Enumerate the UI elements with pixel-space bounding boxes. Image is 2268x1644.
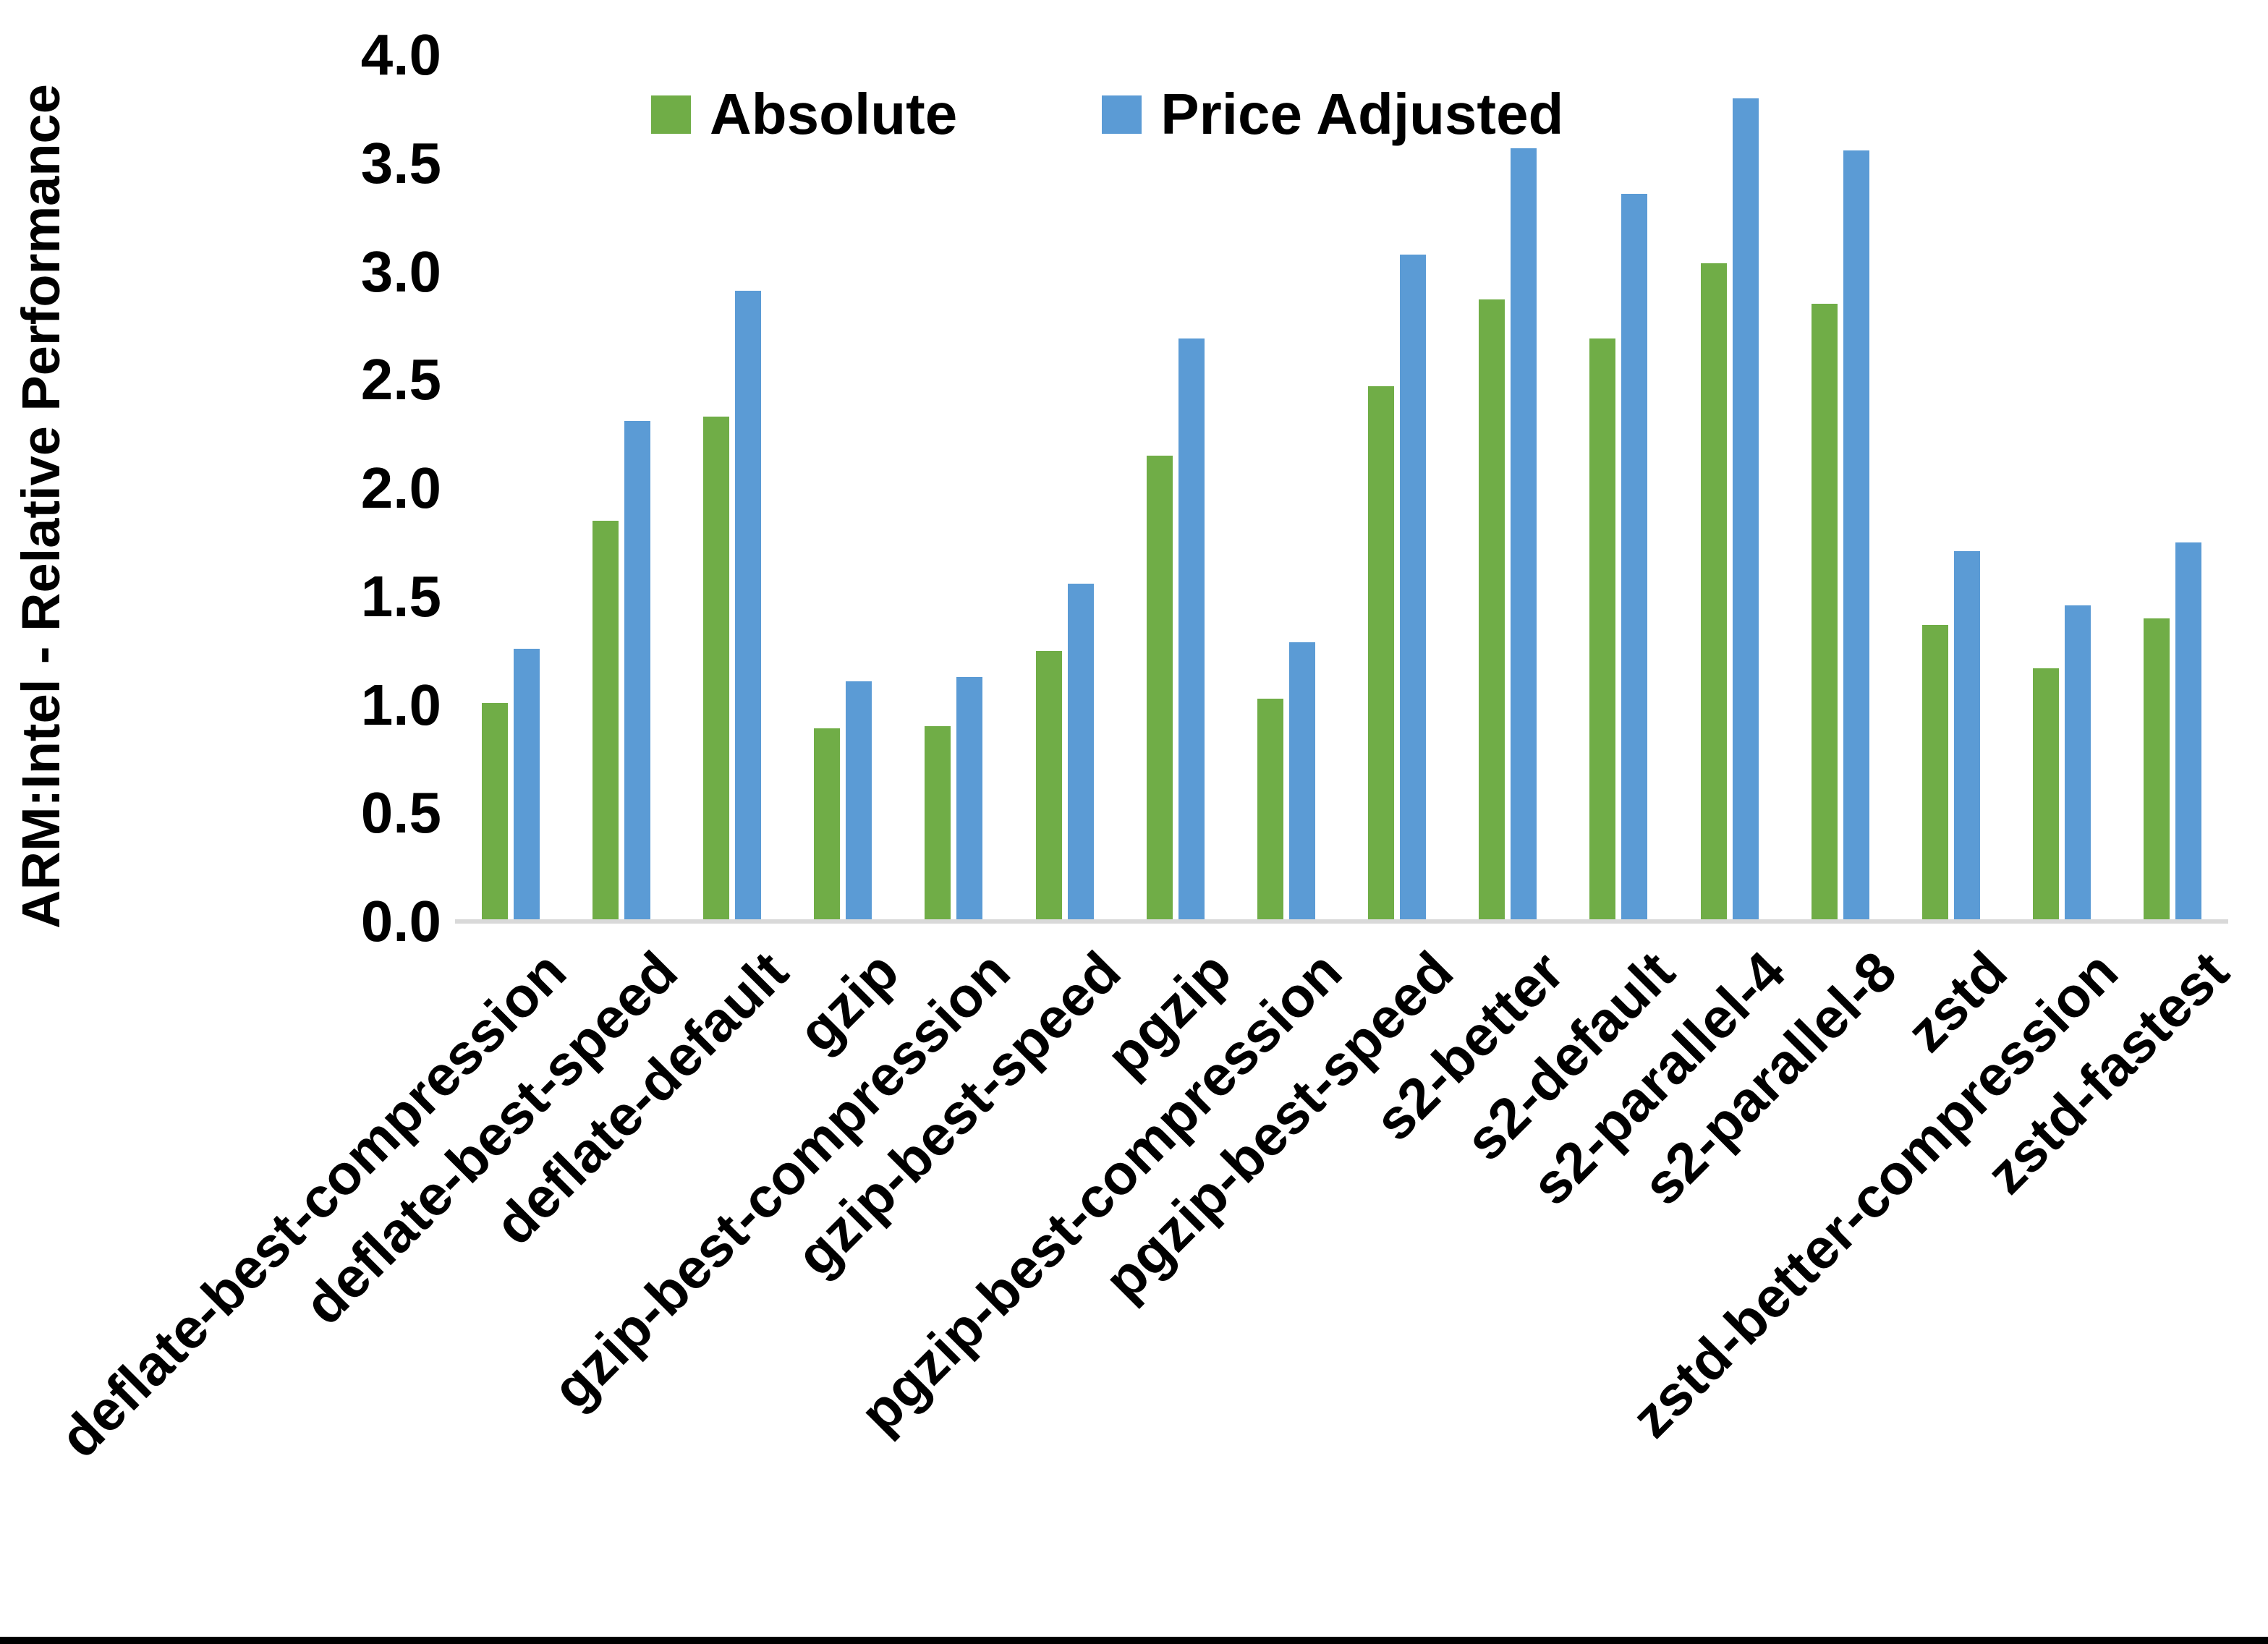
y-tick-label: 2.0 <box>360 456 441 520</box>
bar-absolute-gzip-best-speed <box>1036 651 1062 921</box>
bar-absolute-s2-default <box>1589 338 1615 921</box>
bar-absolute-pgzip-best-speed <box>1368 386 1394 921</box>
bar-price-adjusted-pgzip <box>1178 338 1205 921</box>
bar-absolute-zstd-fastest <box>2144 618 2170 921</box>
bar-absolute-deflate-best-speed <box>593 521 619 921</box>
bar-price-adjusted-s2-default <box>1621 194 1647 921</box>
y-tick-label: 4.0 <box>360 22 441 87</box>
bar-absolute-pgzip <box>1147 456 1173 921</box>
bar-price-adjusted-s2-parallel-8 <box>1843 150 1869 921</box>
bar-absolute-pgzip-best-compression <box>1257 699 1283 921</box>
bar-price-adjusted-zstd-fastest <box>2175 542 2201 921</box>
bar-absolute-s2-parallel-8 <box>1812 304 1838 921</box>
bar-price-adjusted-deflate-default <box>735 291 761 921</box>
bar-price-adjusted-pgzip-best-speed <box>1400 255 1426 921</box>
legend-label-absolute: Absolute <box>710 82 958 146</box>
bottom-border <box>0 1637 2268 1644</box>
bar-price-adjusted-gzip-best-speed <box>1068 584 1094 921</box>
bar-price-adjusted-s2-better <box>1511 148 1537 921</box>
bar-absolute-deflate-best-compression <box>482 703 508 921</box>
bar-absolute-zstd-better-compression <box>2033 668 2059 921</box>
bar-absolute-zstd <box>1922 625 1948 921</box>
y-tick-label: 0.0 <box>360 889 441 953</box>
legend-item-absolute: Absolute <box>651 85 957 143</box>
y-tick-label: 1.5 <box>360 563 441 629</box>
y-tick-label: 2.5 <box>360 347 441 412</box>
bar-absolute-gzip-best-compression <box>925 726 951 921</box>
bar-price-adjusted-gzip-best-compression <box>956 677 982 921</box>
bar-absolute-s2-parallel-4 <box>1701 263 1727 921</box>
bar-price-adjusted-zstd-better-compression <box>2065 605 2091 921</box>
legend-swatch-price-adjusted-icon <box>1102 95 1142 134</box>
y-tick-label: 0.5 <box>360 780 441 846</box>
bar-price-adjusted-deflate-best-speed <box>624 421 650 921</box>
bar-price-adjusted-s2-parallel-4 <box>1733 98 1759 921</box>
bar-absolute-gzip <box>814 728 840 921</box>
legend-swatch-absolute-icon <box>651 95 691 134</box>
y-tick-label: 1.0 <box>360 672 441 737</box>
chart-legend: Absolute Price Adjusted <box>651 85 1563 143</box>
x-axis-line <box>455 919 2228 924</box>
bar-price-adjusted-zstd <box>1954 551 1980 921</box>
y-tick-label: 3.5 <box>360 130 441 195</box>
bar-absolute-s2-better <box>1479 299 1505 921</box>
legend-label-price-adjusted: Price Adjusted <box>1160 82 1564 146</box>
bar-absolute-deflate-default <box>703 417 729 921</box>
legend-item-price-adjusted: Price Adjusted <box>1102 85 1563 143</box>
bar-price-adjusted-pgzip-best-compression <box>1289 642 1315 921</box>
bar-price-adjusted-gzip <box>846 681 872 921</box>
y-tick-label: 3.0 <box>360 239 441 304</box>
bar-price-adjusted-deflate-best-compression <box>514 649 540 921</box>
